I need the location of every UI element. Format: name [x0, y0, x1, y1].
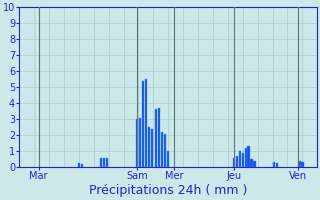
- X-axis label: Précipitations 24h ( mm ): Précipitations 24h ( mm ): [89, 184, 247, 197]
- Bar: [78, 163, 80, 167]
- Bar: [139, 118, 141, 167]
- Bar: [103, 158, 105, 167]
- Bar: [253, 161, 256, 167]
- Bar: [151, 129, 153, 167]
- Bar: [276, 163, 278, 167]
- Bar: [106, 158, 108, 167]
- Bar: [164, 134, 166, 167]
- Bar: [155, 109, 157, 167]
- Bar: [247, 146, 250, 167]
- Bar: [136, 119, 138, 167]
- Bar: [167, 151, 169, 167]
- Bar: [244, 148, 247, 167]
- Bar: [273, 162, 275, 167]
- Bar: [145, 79, 147, 167]
- Bar: [236, 156, 238, 167]
- Bar: [161, 132, 164, 167]
- Bar: [158, 108, 160, 167]
- Bar: [142, 81, 144, 167]
- Bar: [298, 161, 300, 167]
- Bar: [301, 162, 303, 167]
- Bar: [238, 151, 241, 167]
- Bar: [233, 158, 235, 167]
- Bar: [242, 153, 244, 167]
- Bar: [100, 158, 102, 167]
- Bar: [148, 127, 150, 167]
- Bar: [251, 159, 253, 167]
- Bar: [81, 164, 83, 167]
